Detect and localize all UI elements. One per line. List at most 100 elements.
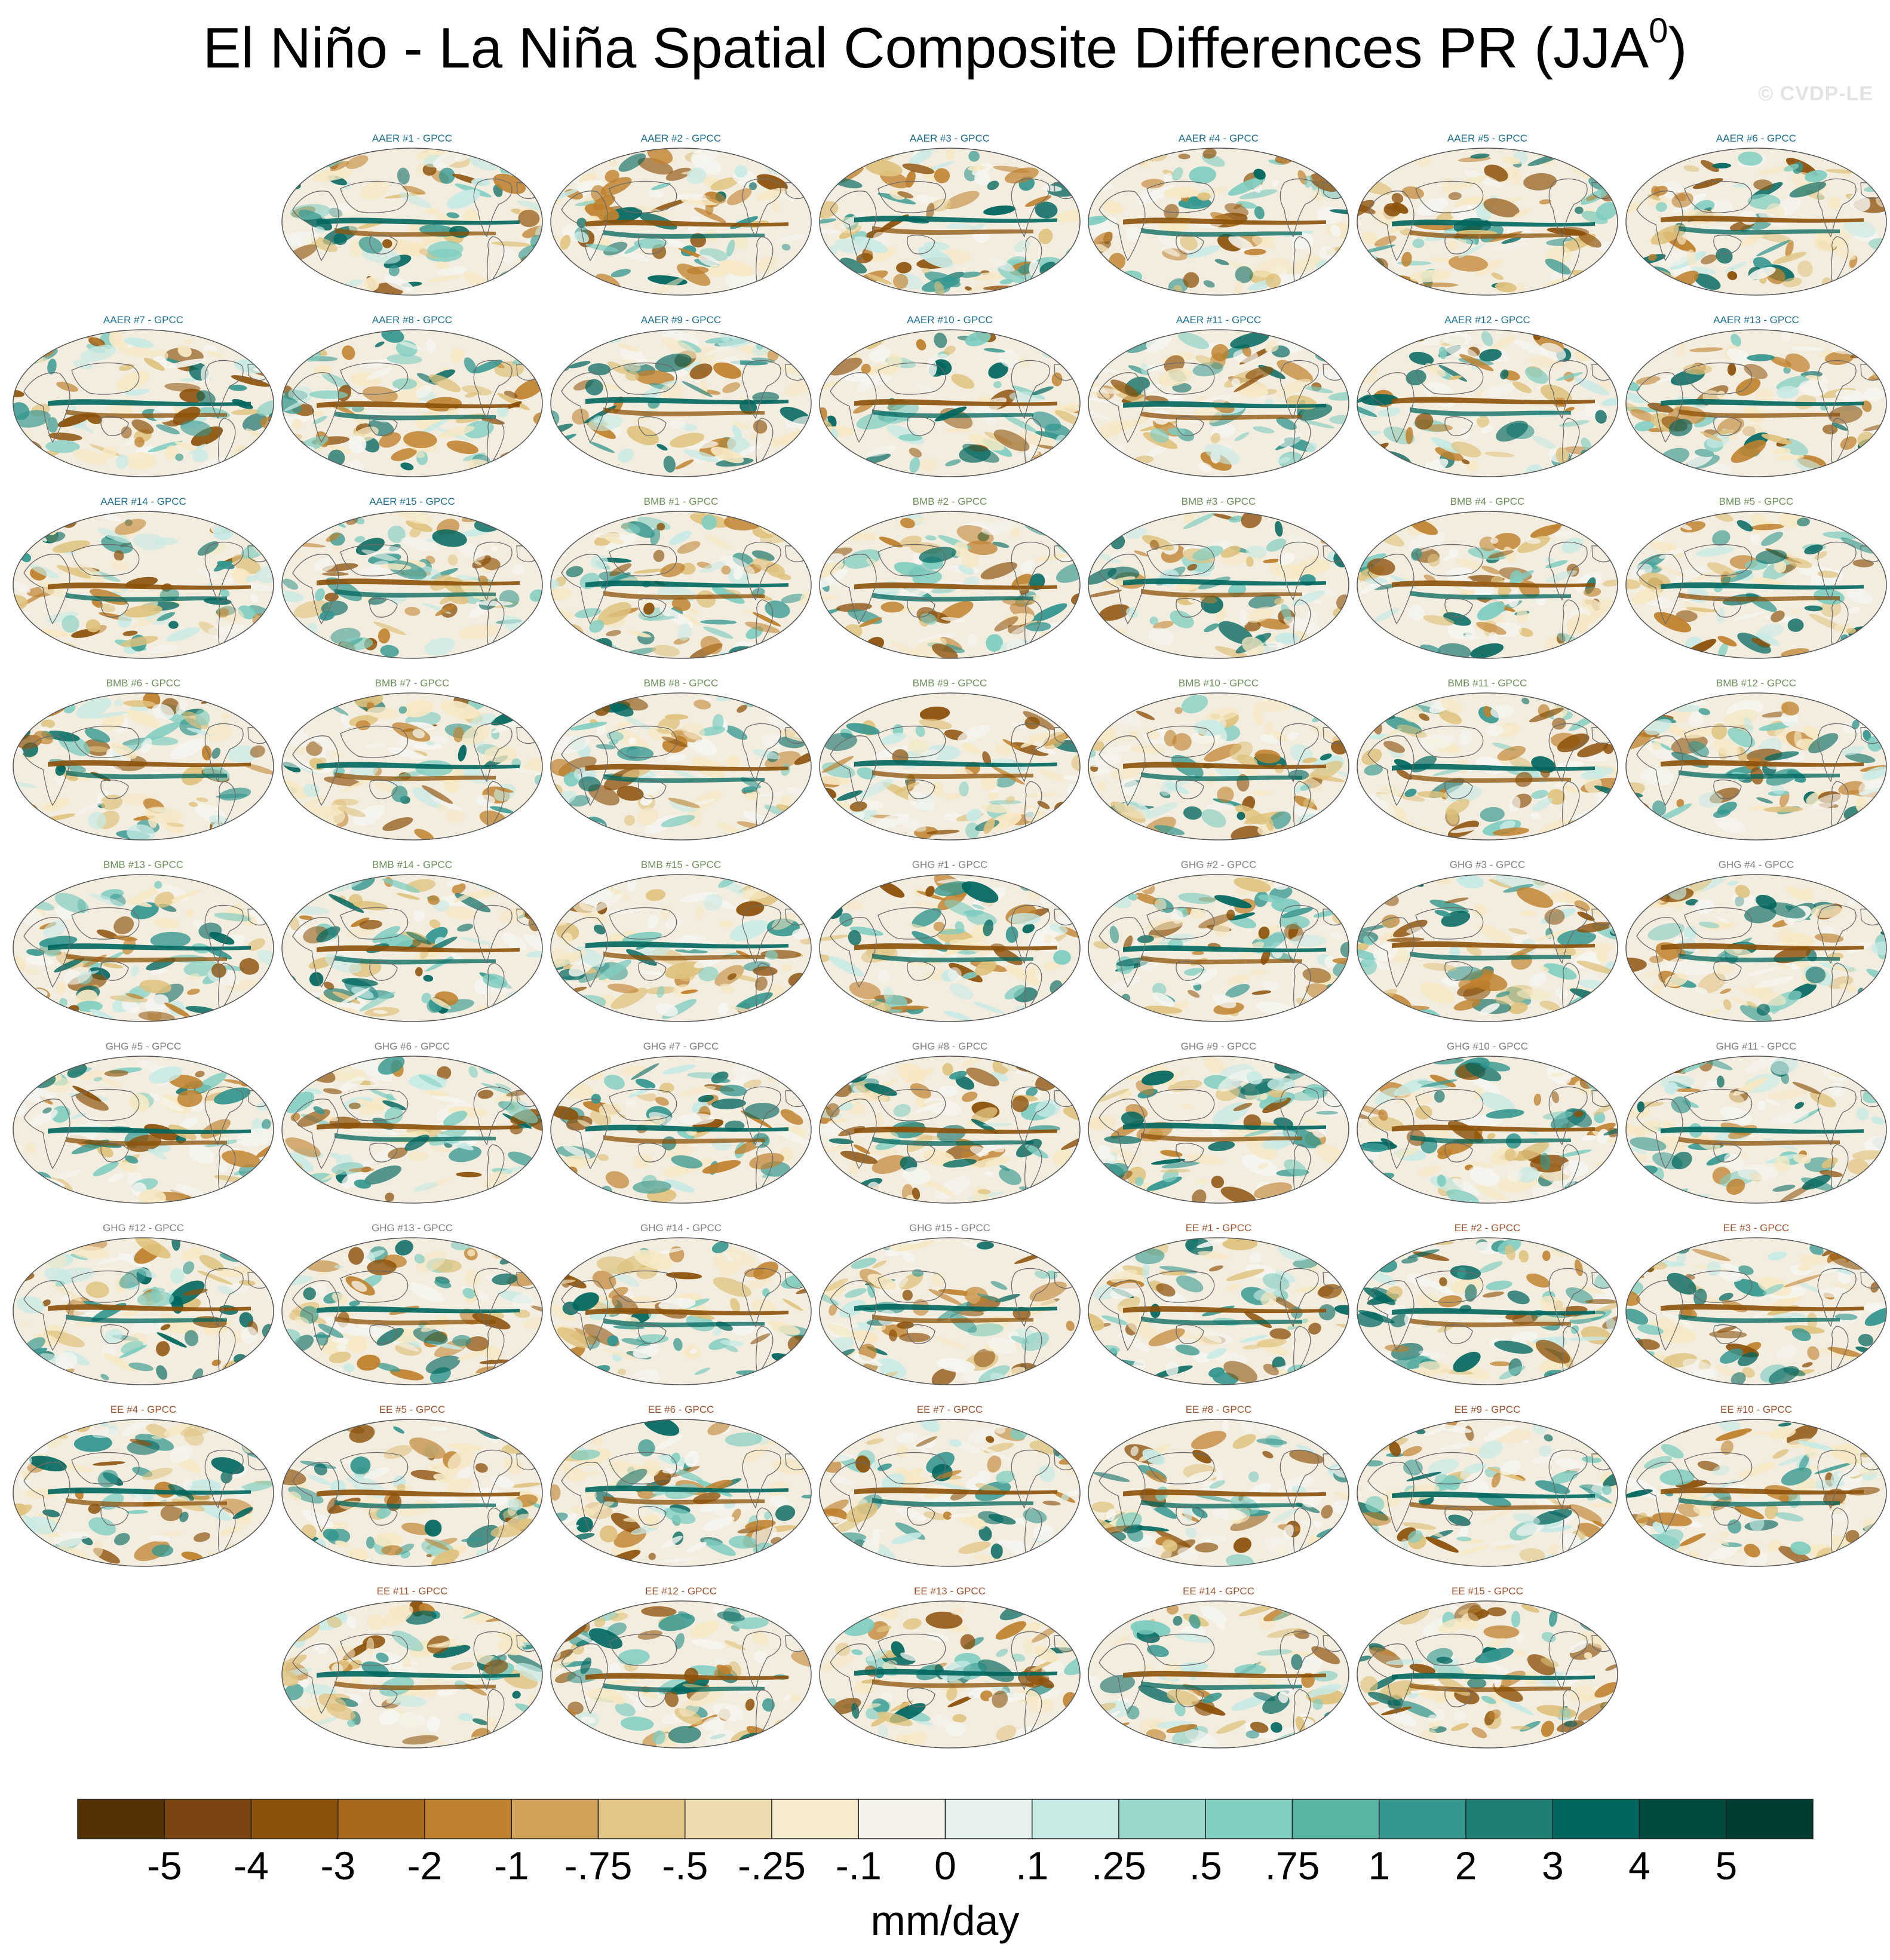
colorbar-box bbox=[1379, 1799, 1466, 1839]
map-panel: GHG #11 - GPCC bbox=[1625, 1041, 1888, 1220]
map-panel: BMB #8 - GPCC bbox=[550, 677, 812, 857]
panel-label: GHG #10 - GPCC bbox=[1446, 1041, 1529, 1052]
robinson-map bbox=[1088, 874, 1349, 1022]
map-panel: BMB #6 - GPCC bbox=[12, 677, 275, 857]
colorbar-box bbox=[1118, 1799, 1206, 1839]
map-panel: GHG #10 - GPCC bbox=[1356, 1041, 1619, 1220]
panel-label: BMB #8 - GPCC bbox=[643, 677, 719, 689]
map-panel: GHG #14 - GPCC bbox=[550, 1222, 812, 1401]
panel-label: BMB #5 - GPCC bbox=[1719, 496, 1794, 507]
panel-label: GHG #4 - GPCC bbox=[1718, 859, 1794, 870]
panel-label: EE #9 - GPCC bbox=[1454, 1404, 1521, 1415]
robinson-map bbox=[1357, 329, 1618, 477]
map-panel: EE #9 - GPCC bbox=[1356, 1404, 1619, 1583]
panel-label: BMB #6 - GPCC bbox=[106, 677, 181, 689]
colorbar-box bbox=[771, 1799, 859, 1839]
robinson-map bbox=[13, 329, 274, 477]
robinson-map bbox=[281, 1600, 543, 1749]
colorbar-box bbox=[685, 1799, 772, 1839]
colorbar-box bbox=[597, 1799, 686, 1839]
map-panel: BMB #7 - GPCC bbox=[281, 677, 544, 857]
robinson-map bbox=[281, 692, 543, 841]
colorbar-box bbox=[1552, 1799, 1640, 1839]
colorbar-tick-label: -1 bbox=[493, 1844, 529, 1888]
map-panel: AAER #12 - GPCC bbox=[1356, 314, 1619, 493]
robinson-map bbox=[1088, 148, 1349, 296]
robinson-map bbox=[13, 874, 274, 1022]
panel-label: AAER #9 - GPCC bbox=[640, 314, 722, 326]
robinson-map bbox=[1357, 874, 1618, 1022]
map-panel: BMB #3 - GPCC bbox=[1087, 496, 1350, 675]
panel-label: EE #14 - GPCC bbox=[1183, 1585, 1254, 1597]
panel-label: EE #8 - GPCC bbox=[1185, 1404, 1252, 1415]
map-panel: BMB #5 - GPCC bbox=[1625, 496, 1888, 675]
robinson-map bbox=[819, 329, 1081, 477]
map-panel: BMB #13 - GPCC bbox=[12, 859, 275, 1038]
colorbar-box bbox=[1465, 1799, 1553, 1839]
map-panel: EE #5 - GPCC bbox=[281, 1404, 544, 1583]
map-panel: EE #6 - GPCC bbox=[550, 1404, 812, 1583]
panel-label: EE #10 - GPCC bbox=[1720, 1404, 1792, 1415]
colorbar-tick-label: 1 bbox=[1368, 1844, 1391, 1888]
panel-label: EE #15 - GPCC bbox=[1452, 1585, 1523, 1597]
panel-label: EE #12 - GPCC bbox=[645, 1585, 717, 1597]
map-panel: AAER #11 - GPCC bbox=[1087, 314, 1350, 493]
robinson-map bbox=[281, 1419, 543, 1567]
robinson-map bbox=[1625, 1419, 1887, 1567]
robinson-map bbox=[550, 329, 812, 477]
map-panel: AAER #9 - GPCC bbox=[550, 314, 812, 493]
colorbar-box bbox=[338, 1799, 425, 1839]
title-text: El Niño - La Niña Spatial Composite Diff… bbox=[202, 16, 1649, 80]
robinson-map bbox=[281, 1056, 543, 1204]
robinson-map bbox=[281, 329, 543, 477]
robinson-map bbox=[1088, 1419, 1349, 1567]
map-panel: AAER #10 - GPCC bbox=[818, 314, 1081, 493]
panel-label: EE #3 - GPCC bbox=[1723, 1222, 1790, 1234]
map-panel: EE #10 - GPCC bbox=[1625, 1404, 1888, 1583]
robinson-map bbox=[281, 874, 543, 1022]
robinson-map bbox=[550, 1237, 812, 1385]
map-panel: GHG #2 - GPCC bbox=[1087, 859, 1350, 1038]
panel-label: AAER #11 - GPCC bbox=[1176, 314, 1262, 326]
map-panel: BMB #10 - GPCC bbox=[1087, 677, 1350, 857]
panel-label: BMB #15 - GPCC bbox=[640, 859, 722, 870]
robinson-map bbox=[281, 148, 543, 296]
map-panel: EE #2 - GPCC bbox=[1356, 1222, 1619, 1401]
panel-label: GHG #13 - GPCC bbox=[371, 1222, 453, 1234]
colorbar-box bbox=[1032, 1799, 1119, 1839]
panel-label: AAER #7 - GPCC bbox=[103, 314, 184, 326]
panel-label: AAER #15 - GPCC bbox=[369, 496, 455, 507]
robinson-map bbox=[1625, 148, 1887, 296]
robinson-map bbox=[1357, 148, 1618, 296]
map-panel: EE #1 - GPCC bbox=[1087, 1222, 1350, 1401]
panel-label: AAER #13 - GPCC bbox=[1713, 314, 1799, 326]
map-panel: EE #8 - GPCC bbox=[1087, 1404, 1350, 1583]
map-panel: GHG #8 - GPCC bbox=[818, 1041, 1081, 1220]
map-panel: GHG #5 - GPCC bbox=[12, 1041, 275, 1220]
map-panel: GHG #1 - GPCC bbox=[818, 859, 1081, 1038]
panel-label: GHG #5 - GPCC bbox=[105, 1041, 182, 1052]
robinson-map bbox=[1357, 1600, 1618, 1749]
map-panel: EE #4 - GPCC bbox=[12, 1404, 275, 1583]
colorbar-box bbox=[164, 1799, 252, 1839]
map-panel: AAER #2 - GPCC bbox=[550, 133, 812, 312]
panel-label: AAER #8 - GPCC bbox=[372, 314, 453, 326]
colorbar-box bbox=[1205, 1799, 1293, 1839]
robinson-map bbox=[1088, 1600, 1349, 1749]
panel-label: BMB #7 - GPCC bbox=[375, 677, 450, 689]
panel-label: AAER #4 - GPCC bbox=[1178, 133, 1259, 144]
figure-title: El Niño - La Niña Spatial Composite Diff… bbox=[0, 14, 1890, 80]
colorbar-tick-label: 2 bbox=[1455, 1844, 1477, 1888]
colorbar-box bbox=[1726, 1799, 1814, 1839]
panel-label: EE #2 - GPCC bbox=[1454, 1222, 1521, 1234]
map-panel: BMB #4 - GPCC bbox=[1356, 496, 1619, 675]
robinson-map bbox=[819, 692, 1081, 841]
panel-label: GHG #11 - GPCC bbox=[1716, 1041, 1797, 1052]
colorbar-tick-label: -3 bbox=[320, 1844, 356, 1888]
panel-label: BMB #13 - GPCC bbox=[103, 859, 184, 870]
panel-label: BMB #4 - GPCC bbox=[1450, 496, 1525, 507]
panel-label: BMB #12 - GPCC bbox=[1716, 677, 1797, 689]
robinson-map bbox=[1357, 1056, 1618, 1204]
colorbar-box bbox=[77, 1799, 165, 1839]
colorbar-tick-label: -.5 bbox=[662, 1844, 708, 1888]
